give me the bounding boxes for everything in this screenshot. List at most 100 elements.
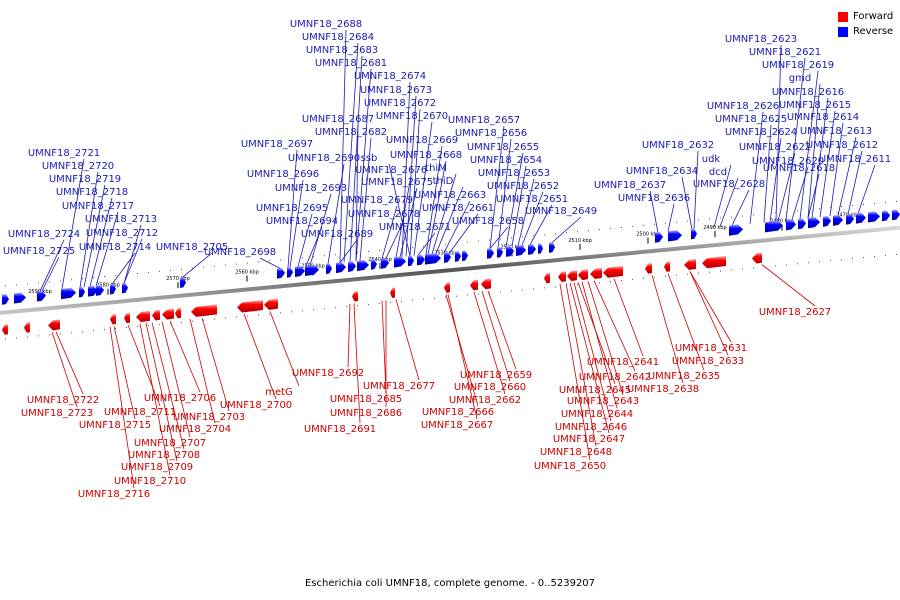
- reverse-gene-label: UMNF18_2624: [725, 127, 797, 138]
- minor-tick: [390, 248, 391, 250]
- reverse-gene-label: UMNF18_2690: [288, 153, 360, 164]
- reverse-gene-arrow: [96, 285, 104, 296]
- leader-line: [113, 326, 136, 420]
- leader-line: [51, 331, 78, 408]
- leader-line: [243, 313, 277, 400]
- reverse-gene-label: UMNF18_2619: [762, 60, 834, 71]
- reverse-gene-arrow: [668, 230, 682, 242]
- minor-tick: [368, 251, 369, 253]
- forward-gene-arrow: [664, 261, 670, 272]
- minor-tick: [874, 255, 875, 257]
- minor-tick: [60, 280, 61, 282]
- leader-line: [667, 203, 675, 232]
- minor-tick: [489, 239, 490, 241]
- forward-gene-label: UMNF18_2644: [561, 409, 633, 420]
- legend-label-forward: Forward: [853, 11, 894, 22]
- leader-line: [41, 256, 60, 292]
- reverse-gene-label: UMNF18_2705: [156, 242, 228, 253]
- forward-gene-label: UMNF18_2704: [159, 424, 231, 435]
- minor-tick: [874, 202, 875, 204]
- minor-tick: [830, 260, 831, 262]
- leader-line: [109, 326, 135, 489]
- leader-line: [123, 224, 142, 284]
- minor-tick: [819, 208, 820, 210]
- minor-tick: [115, 328, 116, 330]
- reverse-gene-label: UMNF18_2714: [79, 242, 151, 253]
- leader-line: [769, 137, 782, 222]
- leader-line: [559, 283, 591, 461]
- forward-gene-label: UMNF18_2645: [559, 385, 631, 396]
- minor-tick: [896, 200, 897, 202]
- minor-tick: [698, 272, 699, 274]
- forward-gene-arrow: [470, 279, 478, 291]
- reverse-gene-label: UMNF18_2725: [3, 246, 75, 257]
- leader-line: [811, 97, 829, 218]
- leader-line: [289, 179, 304, 268]
- leader-line: [89, 197, 113, 287]
- minor-tick: [225, 317, 226, 319]
- minor-tick: [236, 316, 237, 318]
- reverse-gene-label: UMNF18_2681: [315, 58, 387, 69]
- leader-line: [181, 252, 213, 279]
- leader-line: [565, 283, 597, 447]
- forward-gene-label: UMNF18_2677: [363, 381, 435, 392]
- minor-tick: [555, 233, 556, 235]
- reverse-gene-label: UMNF18_2719: [49, 174, 121, 185]
- forward-gene-label: UMNF18_2723: [21, 408, 93, 419]
- reverse-gene-arrow: [882, 210, 890, 222]
- tick-label: 2540 kbp: [368, 257, 392, 263]
- minor-tick: [49, 334, 50, 336]
- forward-gene-label: UMNF18_2686: [330, 408, 402, 419]
- minor-tick: [885, 201, 886, 203]
- forward-gene-arrow: [264, 298, 278, 310]
- reverse-gene-arrow: [326, 263, 332, 275]
- reverse-gene-arrow: [122, 282, 128, 294]
- minor-tick: [654, 223, 655, 225]
- gene-arrows: [2, 209, 900, 335]
- minor-tick: [786, 211, 787, 213]
- reverse-gene-label: UMNF18_2612: [806, 140, 878, 151]
- forward-gene-label: UMNF18_2707: [134, 438, 206, 449]
- reverse-gene-arrow: [381, 258, 389, 269]
- reverse-gene-label: UMNF18_2620: [752, 156, 824, 167]
- reverse-gene-arrow: [417, 254, 425, 266]
- minor-tick: [456, 295, 457, 297]
- reverse-gene-label: thiM: [425, 163, 447, 174]
- leader-line: [61, 158, 85, 290]
- forward-gene-arrow: [48, 319, 60, 331]
- reverse-gene-label: UMNF18_2649: [525, 206, 597, 217]
- reverse-gene-arrow: [79, 286, 85, 298]
- reverse-gene-arrow: [2, 294, 9, 305]
- minor-tick: [621, 227, 622, 229]
- forward-gene-arrow: [544, 272, 550, 284]
- minor-tick: [291, 258, 292, 260]
- leader-line: [719, 177, 739, 227]
- reverse-gene-label: UMNF18_2688: [290, 19, 362, 30]
- reverse-gene-arrow: [455, 251, 461, 262]
- minor-tick: [764, 213, 765, 215]
- leader-line: [481, 291, 511, 382]
- minor-tick: [599, 229, 600, 231]
- reverse-gene-label: UMNF18_2687: [302, 114, 374, 125]
- forward-gene-label: UMNF18_2709: [121, 462, 193, 473]
- minor-tick: [698, 219, 699, 221]
- forward-gene-arrow: [390, 287, 395, 298]
- minor-tick: [115, 275, 116, 277]
- leader-line: [445, 294, 479, 407]
- reverse-gene-arrow: [394, 256, 406, 268]
- reverse-gene-arrow: [497, 247, 503, 258]
- reverse-gene-arrow: [425, 253, 441, 265]
- minor-tick: [731, 216, 732, 218]
- minor-tick: [258, 261, 259, 263]
- forward-gene-label: UMNF18_2710: [114, 476, 186, 487]
- minor-tick: [71, 332, 72, 334]
- minor-tick: [445, 296, 446, 298]
- minor-tick: [280, 312, 281, 314]
- reverse-gene-arrow: [487, 248, 494, 259]
- reverse-gene-label: UMNF18_2672: [364, 98, 436, 109]
- leader-line: [353, 303, 361, 424]
- reverse-gene-arrow: [868, 211, 880, 223]
- minor-tick: [511, 237, 512, 239]
- forward-gene-arrow: [24, 322, 30, 333]
- minor-tick: [181, 321, 182, 323]
